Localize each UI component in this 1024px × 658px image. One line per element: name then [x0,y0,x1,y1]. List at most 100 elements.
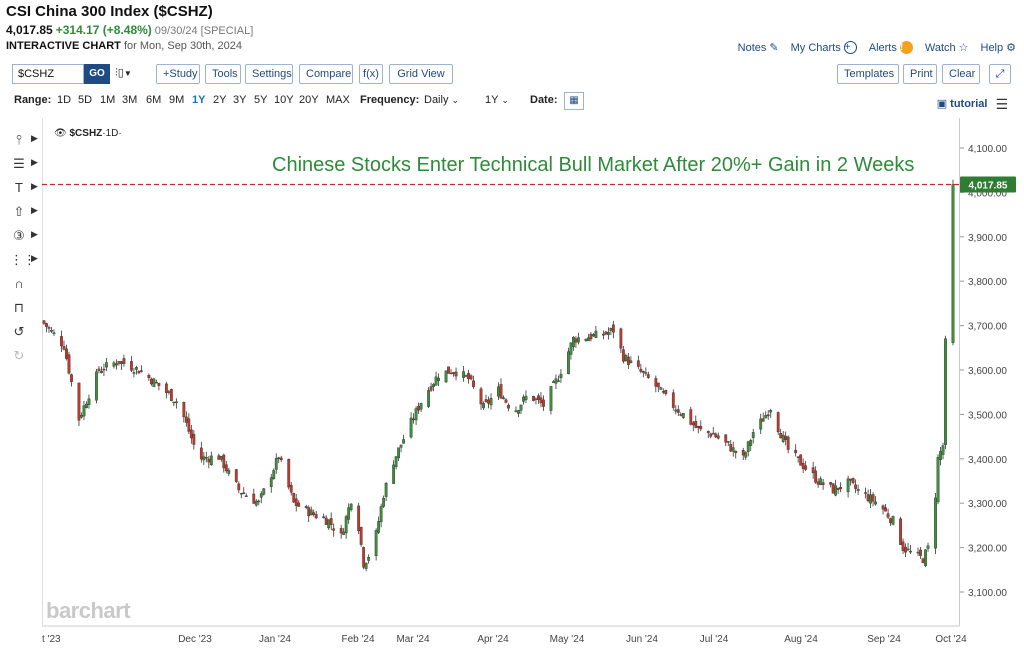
go-button[interactable]: GO [84,64,110,84]
range-option[interactable]: 3M [122,94,138,106]
candle-body [132,372,136,374]
candle-body [134,367,138,370]
candle-body [619,328,623,349]
candle-body [444,370,448,383]
notes-link[interactable]: Notes ✎ [738,41,779,55]
range-option[interactable]: 5D [78,94,93,106]
candle-body [279,457,283,461]
lock-tool[interactable]: ⊓ [8,300,40,320]
settings-button[interactable]: Settings [245,64,293,84]
candle-body [100,370,103,373]
my-charts-link[interactable]: My Charts + [791,41,857,54]
arrow-tool[interactable]: ⇧ ▶ [8,204,40,224]
candle-body [781,434,785,442]
candle-body [851,478,855,484]
candle-body [694,420,698,428]
text-icon: T [15,180,23,195]
chevron-right-icon: ▶ [31,133,38,143]
help-link[interactable]: Help ⚙ [981,41,1017,55]
alerts-link[interactable]: Alerts! [869,41,913,54]
templates-button[interactable]: Templates [837,64,899,84]
candle-body [524,395,528,401]
period-select[interactable]: 1Y ⌄ [485,94,509,106]
undo-tool[interactable]: ↺ [8,324,40,344]
candle-body [50,329,53,332]
candle-body [174,401,178,404]
calendar-icon[interactable]: ▦ [564,92,584,110]
crosshair-tool[interactable]: ⫯ ▶ [8,132,40,152]
range-option[interactable]: 20Y [299,94,319,106]
candle-body [884,507,887,512]
menu-icon[interactable]: ☰ [995,96,1008,112]
candle-body [469,375,473,380]
chevron-right-icon: ▶ [31,181,38,191]
compare-button[interactable]: Compare [299,64,353,84]
candle-body [349,503,353,510]
fx-button[interactable]: f(x) [359,64,383,84]
range-option[interactable]: 9M [169,94,185,106]
fib-tool[interactable]: ⋮⋮ ▶ [8,252,40,272]
candle-body [122,358,126,364]
candle-body [664,390,668,394]
candle-body [899,518,902,545]
candle-body [881,505,885,510]
date-label: Date: [530,94,558,106]
frequency-select[interactable]: Daily ⌄ [424,94,459,106]
candle-body [839,487,843,489]
grid-view-button[interactable]: Grid View [389,64,453,84]
expand-button[interactable]: ⤢ [989,64,1011,84]
candle-body [359,527,363,545]
candle-body [776,412,780,433]
candle-body [829,482,833,485]
range-option[interactable]: 2Y [213,94,227,106]
range-option[interactable]: MAX [326,94,350,106]
tutorial-link[interactable]: ▣ tutorial ☰ [937,96,1008,113]
candle-body [552,381,555,383]
range-option[interactable]: 3Y [233,94,247,106]
candle-body [689,409,693,425]
candle-body [147,374,151,379]
magnet-tool[interactable]: ∩ [8,276,40,296]
text-tool[interactable]: T ▶ [8,180,40,200]
range-option[interactable]: 5Y [254,94,268,106]
redo-tool[interactable]: ↻ [8,348,40,368]
print-button[interactable]: Print [903,64,937,84]
candle-body [522,396,525,402]
chart-area[interactable] [42,118,960,626]
range-option[interactable]: 6M [146,94,162,106]
chart-type-dropdown[interactable]: ⫶▯▼ [115,66,132,80]
y-tick-label: 3,800.00 [968,277,1007,288]
range-option[interactable]: 1M [100,94,116,106]
candle-body [724,434,728,443]
candle-body [489,398,493,406]
pattern-tool[interactable]: ☰ ▶ [8,156,40,176]
candle-body [85,403,88,409]
candle-body [409,417,413,438]
watch-link[interactable]: Watch ☆ [925,41,969,55]
candle-body [157,382,161,386]
candle-body [939,451,942,460]
candle-body [759,418,763,430]
count-tool[interactable]: ③ ▶ [8,228,40,248]
eye-icon[interactable]: 👁 [54,128,67,139]
x-tick-label: Jan '24 [259,634,291,645]
clear-button[interactable]: Clear [942,64,980,84]
range-option[interactable]: 1D [57,94,72,106]
candle-body [869,494,872,504]
candle-body [811,467,815,474]
candle-body [751,432,755,438]
tools-button[interactable]: Tools [205,64,241,84]
candle-body [274,458,278,470]
range-option-selected[interactable]: 1Y [192,94,206,106]
candle-body [886,513,890,518]
candle-body [327,519,331,529]
candle-body [202,456,206,461]
candle-body [80,415,83,418]
study-button[interactable]: +Study [156,64,200,84]
candle-body [227,469,231,474]
candle-body [70,374,73,382]
range-option[interactable]: 10Y [274,94,294,106]
frequency-label: Frequency: [360,94,420,106]
candle-body [709,433,713,437]
symbol-input[interactable] [12,64,84,84]
